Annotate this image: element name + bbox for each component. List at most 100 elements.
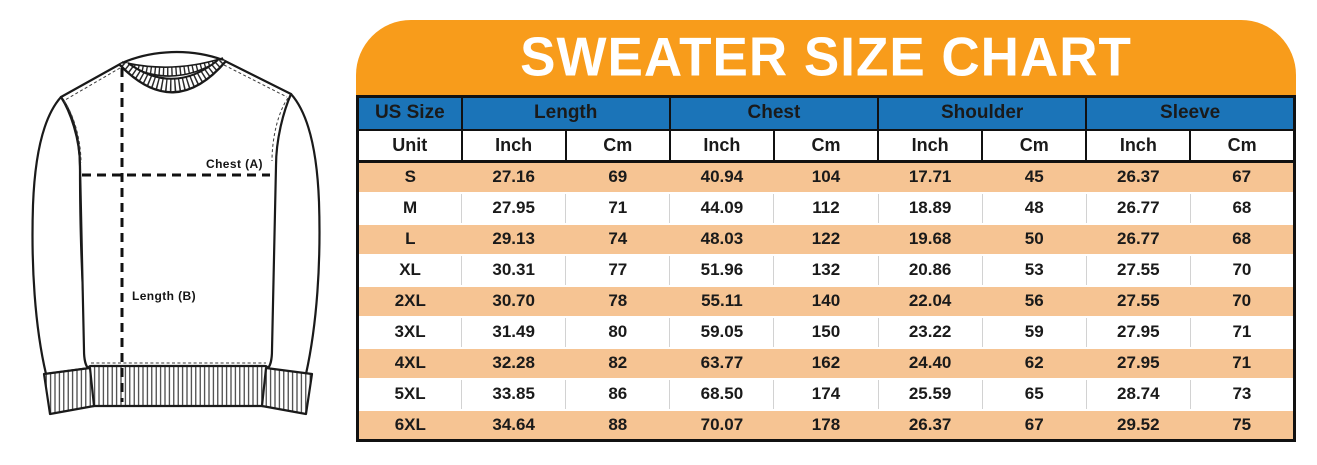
- measurement-cell: 27.55: [1085, 254, 1191, 286]
- size-row-xl: XL 30.31 77 51.96 132 20.86 53 27.55 70: [356, 254, 1296, 286]
- measurement-cell: 77: [565, 254, 671, 286]
- size-label-cell: L: [357, 222, 462, 256]
- measurement-cell: 67: [1190, 160, 1295, 194]
- size-row-m: M 27.95 71 44.09 112 18.89 48 26.77 68: [356, 192, 1296, 224]
- measurement-cell: 71: [1190, 346, 1295, 380]
- size-table: US Size Length Chest Shoulder Sleeve Unit Inc…: [356, 95, 1296, 442]
- unit-cell-8: Cm: [1189, 128, 1296, 163]
- measurement-cell: 74: [565, 222, 670, 256]
- measurement-cell: 53: [981, 254, 1087, 286]
- measurement-cell: 48.03: [669, 222, 774, 256]
- measurement-cell: 104: [773, 160, 879, 194]
- unit-label-cell: Unit: [356, 128, 463, 163]
- measurement-cell: 33.85: [461, 378, 567, 410]
- measurement-cell: 27.95: [1086, 346, 1191, 380]
- size-chart: SWEATER SIZE CHART US Size Length Chest Sho…: [356, 20, 1296, 442]
- size-row-6xl: 6XL 34.64 88 70.07 178 26.37 67 29.52 75: [357, 408, 1295, 442]
- measurement-cell: 68: [1189, 192, 1296, 224]
- measurement-cell: 44.09: [669, 192, 775, 224]
- measurement-cell: 82: [565, 346, 670, 380]
- size-table-body: S 27.16 69 40.94 104 17.71 45 26.37 67 M 27.95 71 44…: [356, 160, 1296, 442]
- measurement-cell: 88: [565, 408, 670, 442]
- measurement-cell: 174: [773, 378, 879, 410]
- measurement-cell: 31.49: [461, 316, 567, 348]
- measurement-cell: 78: [565, 284, 670, 318]
- measurement-cell: 80: [565, 316, 671, 348]
- measurement-cell: 26.77: [1085, 192, 1191, 224]
- measurement-cell: 56: [982, 284, 1087, 318]
- measurement-cell: 63.77: [669, 346, 774, 380]
- measurement-cell: 132: [773, 254, 879, 286]
- unit-cell-2: Cm: [564, 128, 671, 163]
- measurement-cell: 70: [1190, 284, 1295, 318]
- size-row-5xl: 5XL 33.85 86 68.50 174 25.59 65 28.74 73: [356, 378, 1296, 410]
- measurement-cell: 26.37: [1086, 160, 1191, 194]
- unit-cell-1: Inch: [460, 128, 567, 163]
- unit-cell-6: Cm: [981, 128, 1088, 163]
- measurement-cell: 122: [773, 222, 879, 256]
- measurement-cell: 75: [1190, 408, 1295, 442]
- column-group-chest: Chest: [668, 95, 880, 131]
- measurement-cell: 28.74: [1085, 378, 1191, 410]
- measurement-cell: 150: [773, 316, 879, 348]
- measurement-cell: 65: [981, 378, 1087, 410]
- column-group-us-size: US Size: [356, 95, 463, 131]
- measurement-cell: 23.22: [877, 316, 983, 348]
- unit-cell-5: Inch: [877, 128, 984, 163]
- size-label-cell: M: [356, 192, 463, 224]
- measurement-cell: 62: [982, 346, 1087, 380]
- measurement-cell: 18.89: [877, 192, 983, 224]
- measurement-cell: 67: [982, 408, 1087, 442]
- unit-cell-3: Inch: [668, 128, 775, 163]
- measurement-cell: 19.68: [878, 222, 983, 256]
- cuffs: [42, 366, 314, 416]
- measurement-cell: 45: [982, 160, 1087, 194]
- measurement-cell: 24.40: [878, 346, 983, 380]
- size-row-l: L 29.13 74 48.03 122 19.68 50 26.77 68: [357, 222, 1295, 256]
- measurement-cell: 86: [565, 378, 671, 410]
- size-label-cell: XL: [356, 254, 463, 286]
- seam-stitch-lines: [63, 64, 289, 364]
- measurement-cell: 40.94: [669, 160, 774, 194]
- measurement-cell: 30.70: [461, 284, 566, 318]
- measurement-cell: 27.55: [1086, 284, 1191, 318]
- unit-cell-7: Inch: [1085, 128, 1192, 163]
- measurement-cell: 68.50: [669, 378, 775, 410]
- measurement-cell: 73: [1189, 378, 1296, 410]
- sweater-body: [59, 50, 293, 370]
- column-group-header-row: US Size Length Chest Shoulder Sleeve: [356, 95, 1296, 131]
- measurement-cell: 112: [773, 192, 879, 224]
- measurement-cell: 162: [773, 346, 879, 380]
- measurement-cell: 55.11: [669, 284, 774, 318]
- size-label-cell: 3XL: [356, 316, 463, 348]
- sweater-diagram: Chest (A) Length (B): [0, 0, 360, 465]
- measurement-cell: 59: [981, 316, 1087, 348]
- measurement-cell: 32.28: [461, 346, 566, 380]
- measurement-cell: 30.31: [461, 254, 567, 286]
- measurement-cell: 48: [981, 192, 1087, 224]
- measurement-cell: 50: [982, 222, 1087, 256]
- column-group-shoulder: Shoulder: [877, 95, 1088, 131]
- size-label-cell: 6XL: [357, 408, 462, 442]
- title-banner: SWEATER SIZE CHART: [356, 20, 1296, 95]
- measurement-cell: 29.52: [1086, 408, 1191, 442]
- measurement-cell: 27.16: [461, 160, 566, 194]
- measurement-cell: 70.07: [669, 408, 774, 442]
- size-label-cell: 2XL: [357, 284, 462, 318]
- chest-measure-label: Chest (A): [206, 157, 263, 171]
- measurement-cell: 20.86: [877, 254, 983, 286]
- size-row-2xl: 2XL 30.70 78 55.11 140 22.04 56 27.55 70: [357, 284, 1295, 318]
- measurement-cell: 68: [1190, 222, 1295, 256]
- measurement-cell: 71: [1189, 316, 1296, 348]
- measurement-cell: 26.77: [1086, 222, 1191, 256]
- measurement-cell: 17.71: [878, 160, 983, 194]
- measurement-cell: 51.96: [669, 254, 775, 286]
- unit-cell-4: Cm: [772, 128, 880, 163]
- measurement-cell: 27.95: [1085, 316, 1191, 348]
- length-measure-label: Length (B): [132, 289, 196, 303]
- measurement-cell: 25.59: [877, 378, 983, 410]
- unit-header-row: Unit Inch Cm Inch Cm Inch Cm Inch Cm: [356, 128, 1296, 163]
- size-row-3xl: 3XL 31.49 80 59.05 150 23.22 59 27.95 71: [356, 316, 1296, 348]
- size-label-cell: 4XL: [357, 346, 462, 380]
- sweater-drawing-svg: Chest (A) Length (B): [31, 50, 321, 416]
